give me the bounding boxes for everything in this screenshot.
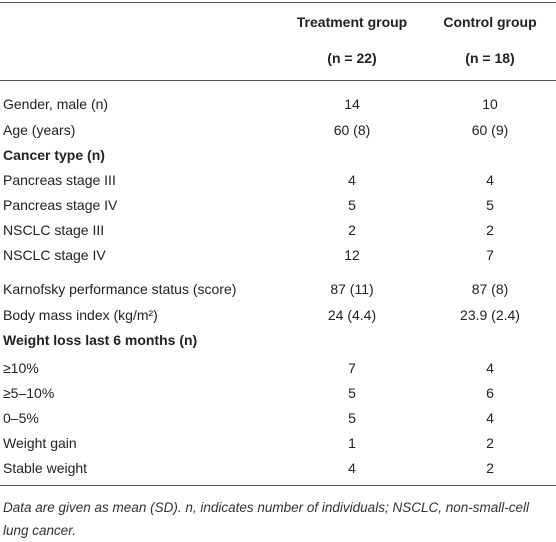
- cell-value: 2: [486, 460, 494, 476]
- cell-value: 2: [486, 435, 494, 451]
- cell-value: 1: [348, 435, 356, 451]
- row-label: Stable weight: [3, 460, 88, 476]
- cell-value: 4: [348, 460, 356, 476]
- bottom-rule: [0, 485, 556, 486]
- column-header: Treatment group: [296, 14, 408, 30]
- cell-value: 7: [348, 360, 356, 376]
- row-label: Gender, male (n): [3, 96, 109, 112]
- row-label: Body mass index (kg/m²): [3, 307, 158, 323]
- row-label: Pancreas stage III: [3, 172, 116, 188]
- cell-value: 5: [486, 197, 494, 213]
- row-label: Age (years): [3, 122, 76, 138]
- column-subheader: (n = 18): [465, 50, 515, 66]
- cell-value: 60 (9): [471, 122, 509, 138]
- cell-value: 2: [486, 222, 494, 238]
- top-rule: [0, 2, 556, 3]
- cell-value: 5: [348, 385, 356, 401]
- cell-value: 12: [344, 247, 360, 263]
- row-label: Pancreas stage IV: [3, 197, 118, 213]
- cell-value: 87 (8): [471, 281, 509, 297]
- row-label: NSCLC stage III: [3, 222, 105, 238]
- column-header: Control group: [443, 14, 537, 30]
- cell-value: 4: [486, 172, 494, 188]
- row-label: ≥5–10%: [3, 385, 55, 401]
- cell-value: 5: [348, 410, 356, 426]
- cell-value: 87 (11): [330, 281, 374, 297]
- cell-value: 7: [486, 247, 494, 263]
- cell-value: 4: [486, 360, 494, 376]
- section-label: Weight loss last 6 months (n): [3, 332, 198, 348]
- cell-value: 6: [486, 385, 494, 401]
- row-label: ≥10%: [3, 360, 39, 376]
- section-label: Cancer type (n): [3, 147, 105, 163]
- cell-value: 2: [348, 222, 356, 238]
- cell-value: 24 (4.4): [327, 307, 377, 323]
- row-label: 0–5%: [3, 410, 39, 426]
- header-rule: [0, 80, 556, 81]
- cell-value: 10: [482, 96, 498, 112]
- footnote: Data are given as mean (SD). n, indicate…: [3, 500, 529, 538]
- row-label: Karnofsky performance status (score): [3, 281, 237, 297]
- cell-value: 5: [348, 197, 356, 213]
- cell-value: 23.9 (2.4): [460, 307, 520, 323]
- row-label: Weight gain: [3, 435, 77, 451]
- cell-value: 60 (8): [333, 122, 371, 138]
- cell-value: 4: [348, 172, 356, 188]
- cell-value: 4: [486, 410, 494, 426]
- row-label: NSCLC stage IV: [3, 247, 106, 263]
- column-subheader: (n = 22): [327, 50, 377, 66]
- cell-value: 14: [344, 96, 360, 112]
